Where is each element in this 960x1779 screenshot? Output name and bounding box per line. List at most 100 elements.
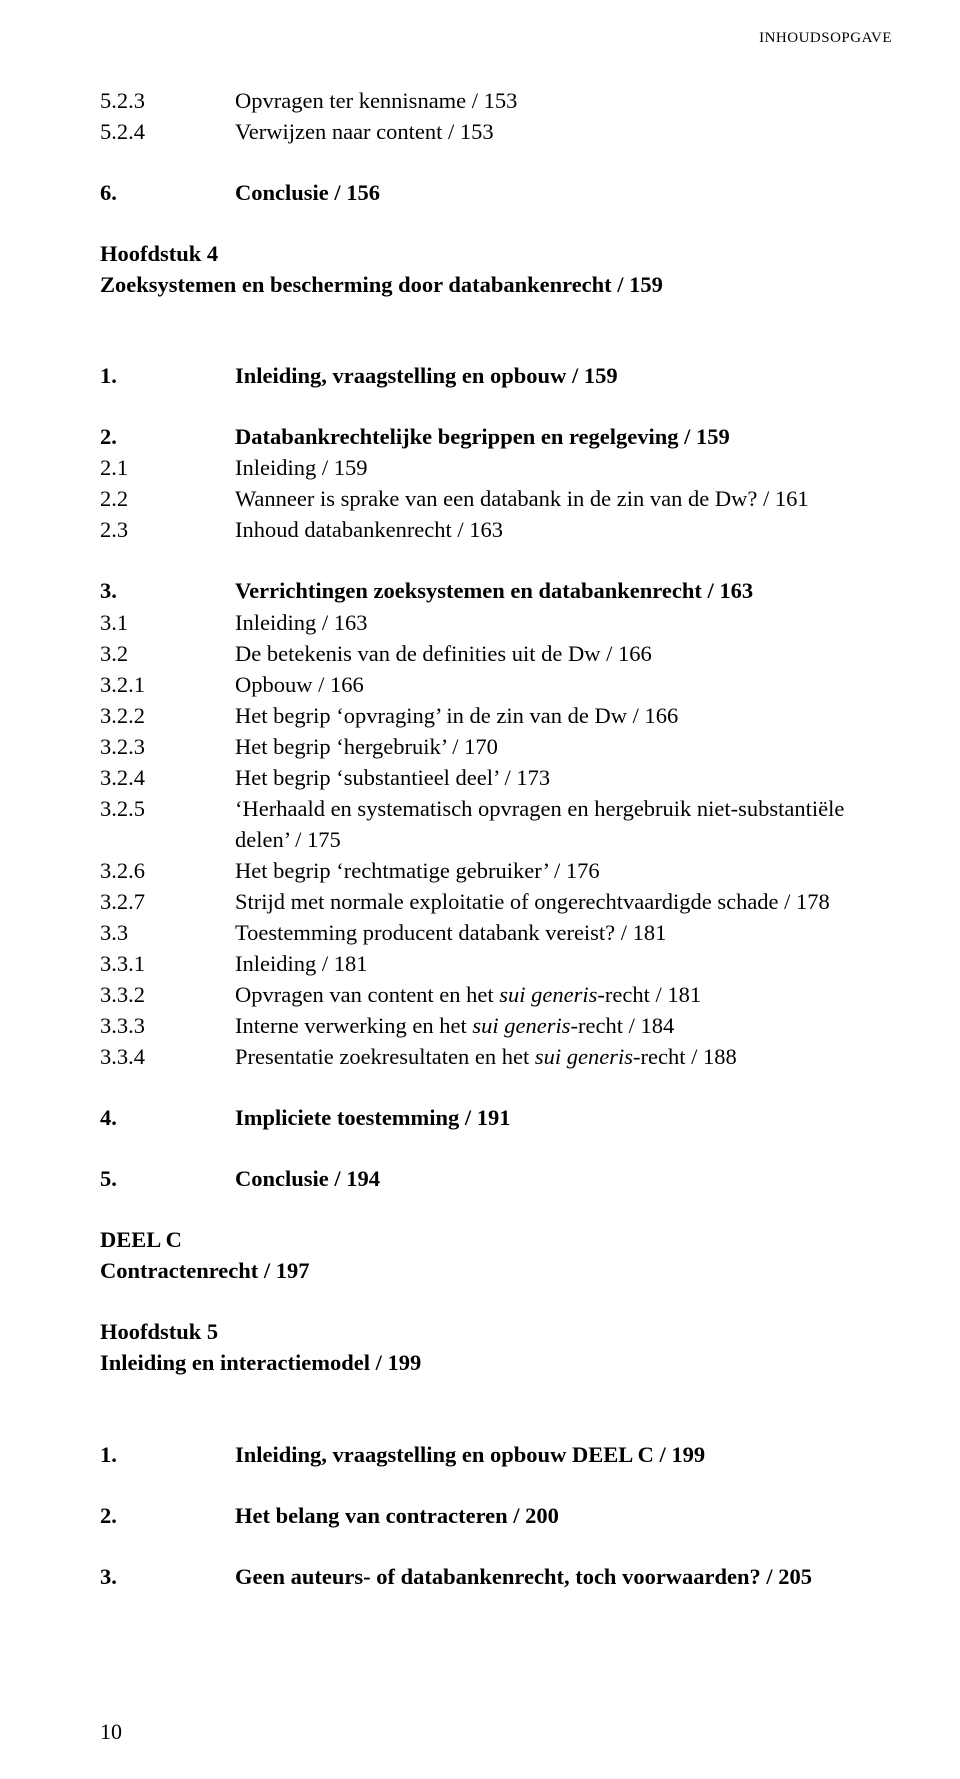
- toc-row: 3.2De betekenis van de definities uit de…: [100, 638, 892, 669]
- toc-row: 5.Conclusie / 194: [100, 1163, 892, 1194]
- toc-entry-text: Presentatie zoekresultaten en het sui ge…: [235, 1041, 892, 1072]
- toc-row: 5.2.3Opvragen ter kennisname / 153: [100, 85, 892, 116]
- toc-entry-number: 3.: [100, 1561, 235, 1592]
- toc-entry-number: 3.3: [100, 917, 235, 948]
- toc-entry-text: Wanneer is sprake van een databank in de…: [235, 483, 892, 514]
- heading-line: Hoofdstuk 5: [100, 1316, 892, 1347]
- toc-entry-text: Inleiding / 181: [235, 948, 892, 979]
- chapter-heading: Hoofdstuk 4Zoeksystemen en bescherming d…: [100, 238, 892, 300]
- toc-row: 3.2.5‘Herhaald en systematisch opvragen …: [100, 793, 892, 855]
- toc-row: 3.3.4Presentatie zoekresultaten en het s…: [100, 1041, 892, 1072]
- toc-entry-number: 5.2.3: [100, 85, 235, 116]
- block-gap: [100, 1531, 892, 1561]
- toc-entry-number: 3.2.5: [100, 793, 235, 855]
- toc-entry-number: 3.2.7: [100, 886, 235, 917]
- toc-row: 3.3Toestemming producent databank vereis…: [100, 917, 892, 948]
- toc-row: 1.Inleiding, vraagstelling en opbouw DEE…: [100, 1439, 892, 1470]
- toc-entry-number: 2.3: [100, 514, 235, 545]
- toc-entry-text: ‘Herhaald en systematisch opvragen en he…: [235, 793, 892, 855]
- toc-entry-text: Conclusie / 156: [235, 177, 892, 208]
- toc-entry-text: Geen auteurs- of databankenrecht, toch v…: [235, 1561, 892, 1592]
- toc-entry-text: Het belang van contracteren / 200: [235, 1500, 892, 1531]
- toc-entry-number: 3.2.1: [100, 669, 235, 700]
- toc-entry-number: 3.3.4: [100, 1041, 235, 1072]
- toc-entry-text: Conclusie / 194: [235, 1163, 892, 1194]
- toc-row: 3.2.3Het begrip ‘hergebruik’ / 170: [100, 731, 892, 762]
- toc-row: 3.3.1Inleiding / 181: [100, 948, 892, 979]
- toc-row: 3.Verrichtingen zoeksystemen en databank…: [100, 575, 892, 606]
- heading-line: Inleiding en interactiemodel / 199: [100, 1347, 892, 1378]
- toc-row: 3.2.1Opbouw / 166: [100, 669, 892, 700]
- toc-entry-text: Interne verwerking en het sui generis-re…: [235, 1010, 892, 1041]
- toc-row: 3.1Inleiding / 163: [100, 607, 892, 638]
- toc-entry-number: 3.3.2: [100, 979, 235, 1010]
- toc-entry-number: 5.: [100, 1163, 235, 1194]
- block-gap: [100, 545, 892, 575]
- toc-entry-number: 3.2.4: [100, 762, 235, 793]
- toc-row: 2.2Wanneer is sprake van een databank in…: [100, 483, 892, 514]
- toc-row: 2.3Inhoud databankenrecht / 163: [100, 514, 892, 545]
- running-head: INHOUDSOPGAVE: [100, 30, 892, 47]
- toc-entry-text: Inleiding, vraagstelling en opbouw DEEL …: [235, 1439, 892, 1470]
- block-gap: [100, 1072, 892, 1102]
- toc-entry-text: Verrichtingen zoeksystemen en databanken…: [235, 575, 892, 606]
- toc-entry-text: Het begrip ‘opvraging’ in de zin van de …: [235, 700, 892, 731]
- toc-entry-number: 3.: [100, 575, 235, 606]
- toc-entry-number: 2.: [100, 1500, 235, 1531]
- toc-entry-text: Impliciete toestemming / 191: [235, 1102, 892, 1133]
- toc-entry-number: 2.2: [100, 483, 235, 514]
- part-heading: DEEL CContractenrecht / 197: [100, 1224, 892, 1286]
- toc-entry-number: 3.1: [100, 607, 235, 638]
- toc-row: 3.3.2Opvragen van content en het sui gen…: [100, 979, 892, 1010]
- toc-entry-number: 3.2: [100, 638, 235, 669]
- block-gap: [100, 147, 892, 177]
- toc-entry-text: Verwijzen naar content / 153: [235, 116, 892, 147]
- toc-entry-text: Opvragen van content en het sui generis-…: [235, 979, 892, 1010]
- toc-entry-number: 1.: [100, 1439, 235, 1470]
- block-gap: [100, 1470, 892, 1500]
- toc-entry-text: Strijd met normale exploitatie of ongere…: [235, 886, 892, 917]
- toc-entry-text: Het begrip ‘hergebruik’ / 170: [235, 731, 892, 762]
- toc-row: 1.Inleiding, vraagstelling en opbouw / 1…: [100, 360, 892, 391]
- toc-entry-number: 6.: [100, 177, 235, 208]
- toc-entry-number: 3.2.2: [100, 700, 235, 731]
- toc-body: 5.2.3Opvragen ter kennisname / 1535.2.4V…: [100, 85, 892, 1592]
- toc-entry-number: 4.: [100, 1102, 235, 1133]
- toc-entry-number: 2.1: [100, 452, 235, 483]
- toc-entry-text: Opvragen ter kennisname / 153: [235, 85, 892, 116]
- chapter-heading: Hoofdstuk 5Inleiding en interactiemodel …: [100, 1316, 892, 1378]
- block-gap: [100, 1133, 892, 1163]
- block-gap: [100, 330, 892, 360]
- toc-entry-text: Databankrechtelijke begrippen en regelge…: [235, 421, 892, 452]
- toc-row: 2.Databankrechtelijke begrippen en regel…: [100, 421, 892, 452]
- page-number: 10: [100, 1719, 122, 1745]
- toc-entry-text: De betekenis van de definities uit de Dw…: [235, 638, 892, 669]
- toc-row: 3.2.2Het begrip ‘opvraging’ in de zin va…: [100, 700, 892, 731]
- toc-row: 3.2.6Het begrip ‘rechtmatige gebruiker’ …: [100, 855, 892, 886]
- toc-entry-text: Inleiding, vraagstelling en opbouw / 159: [235, 360, 892, 391]
- block-gap: [100, 391, 892, 421]
- toc-entry-number: 5.2.4: [100, 116, 235, 147]
- toc-row: 3.3.3Interne verwerking en het sui gener…: [100, 1010, 892, 1041]
- heading-line: Contractenrecht / 197: [100, 1255, 892, 1286]
- toc-entry-text: Inhoud databankenrecht / 163: [235, 514, 892, 545]
- toc-entry-number: 2.: [100, 421, 235, 452]
- page-container: INHOUDSOPGAVE 5.2.3Opvragen ter kennisna…: [0, 0, 960, 1779]
- toc-entry-number: 3.3.1: [100, 948, 235, 979]
- block-gap: [100, 1409, 892, 1439]
- toc-row: 3.Geen auteurs- of databankenrecht, toch…: [100, 1561, 892, 1592]
- toc-entry-number: 3.2.3: [100, 731, 235, 762]
- toc-entry-number: 3.3.3: [100, 1010, 235, 1041]
- toc-entry-text: Opbouw / 166: [235, 669, 892, 700]
- toc-entry-text: Het begrip ‘substantieel deel’ / 173: [235, 762, 892, 793]
- heading-line: DEEL C: [100, 1224, 892, 1255]
- heading-line: Hoofdstuk 4: [100, 238, 892, 269]
- toc-entry-text: Inleiding / 163: [235, 607, 892, 638]
- toc-entry-text: Het begrip ‘rechtmatige gebruiker’ / 176: [235, 855, 892, 886]
- toc-row: 2.Het belang van contracteren / 200: [100, 1500, 892, 1531]
- toc-entry-number: 3.2.6: [100, 855, 235, 886]
- heading-line: Zoeksystemen en bescherming door databan…: [100, 269, 892, 300]
- toc-row: 6.Conclusie / 156: [100, 177, 892, 208]
- toc-row: 4.Impliciete toestemming / 191: [100, 1102, 892, 1133]
- toc-entry-text: Toestemming producent databank vereist? …: [235, 917, 892, 948]
